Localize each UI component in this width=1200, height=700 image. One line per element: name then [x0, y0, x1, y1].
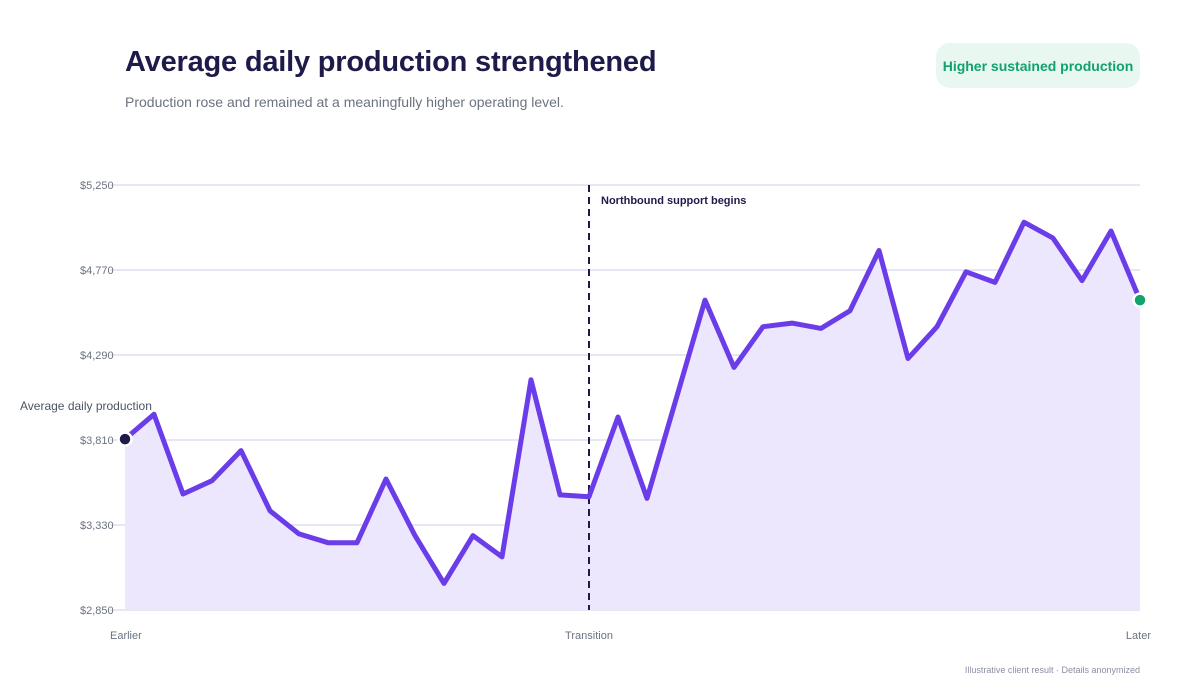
y-tick-label: $4,770	[80, 265, 114, 277]
x-tick-label: Earlier	[110, 630, 142, 642]
page-title: Average daily production strengthened	[125, 46, 657, 78]
y-tick-label: $2,850	[80, 605, 114, 617]
end-point-marker	[1132, 292, 1148, 308]
y-tick-label: $5,250	[80, 180, 114, 192]
label-layer: $2,850 $3,330 $3,810 $4,290 $4,770 $5,250 Earl…	[20, 180, 1151, 642]
footnote: Illustrative client result · Details ano…	[964, 665, 1140, 675]
annotation-layer: Northbound support begins	[588, 185, 746, 610]
x-tick-label: Later	[1126, 630, 1151, 642]
annotation-label: Northbound support begins	[601, 195, 746, 207]
area-fill	[125, 222, 1140, 610]
y-tick-label: $3,810	[80, 435, 114, 447]
series-label: Average daily production	[20, 399, 152, 413]
page-subtitle: Production rose and remained at a meanin…	[125, 94, 564, 110]
status-badge: Higher sustained production	[936, 43, 1140, 88]
y-tick-label: $3,330	[80, 520, 114, 532]
start-point-marker	[117, 431, 133, 447]
series-line	[122, 219, 1143, 586]
y-tick-label: $4,290	[80, 350, 114, 362]
x-tick-label: Transition	[565, 630, 613, 642]
marker-layer	[117, 292, 1148, 447]
